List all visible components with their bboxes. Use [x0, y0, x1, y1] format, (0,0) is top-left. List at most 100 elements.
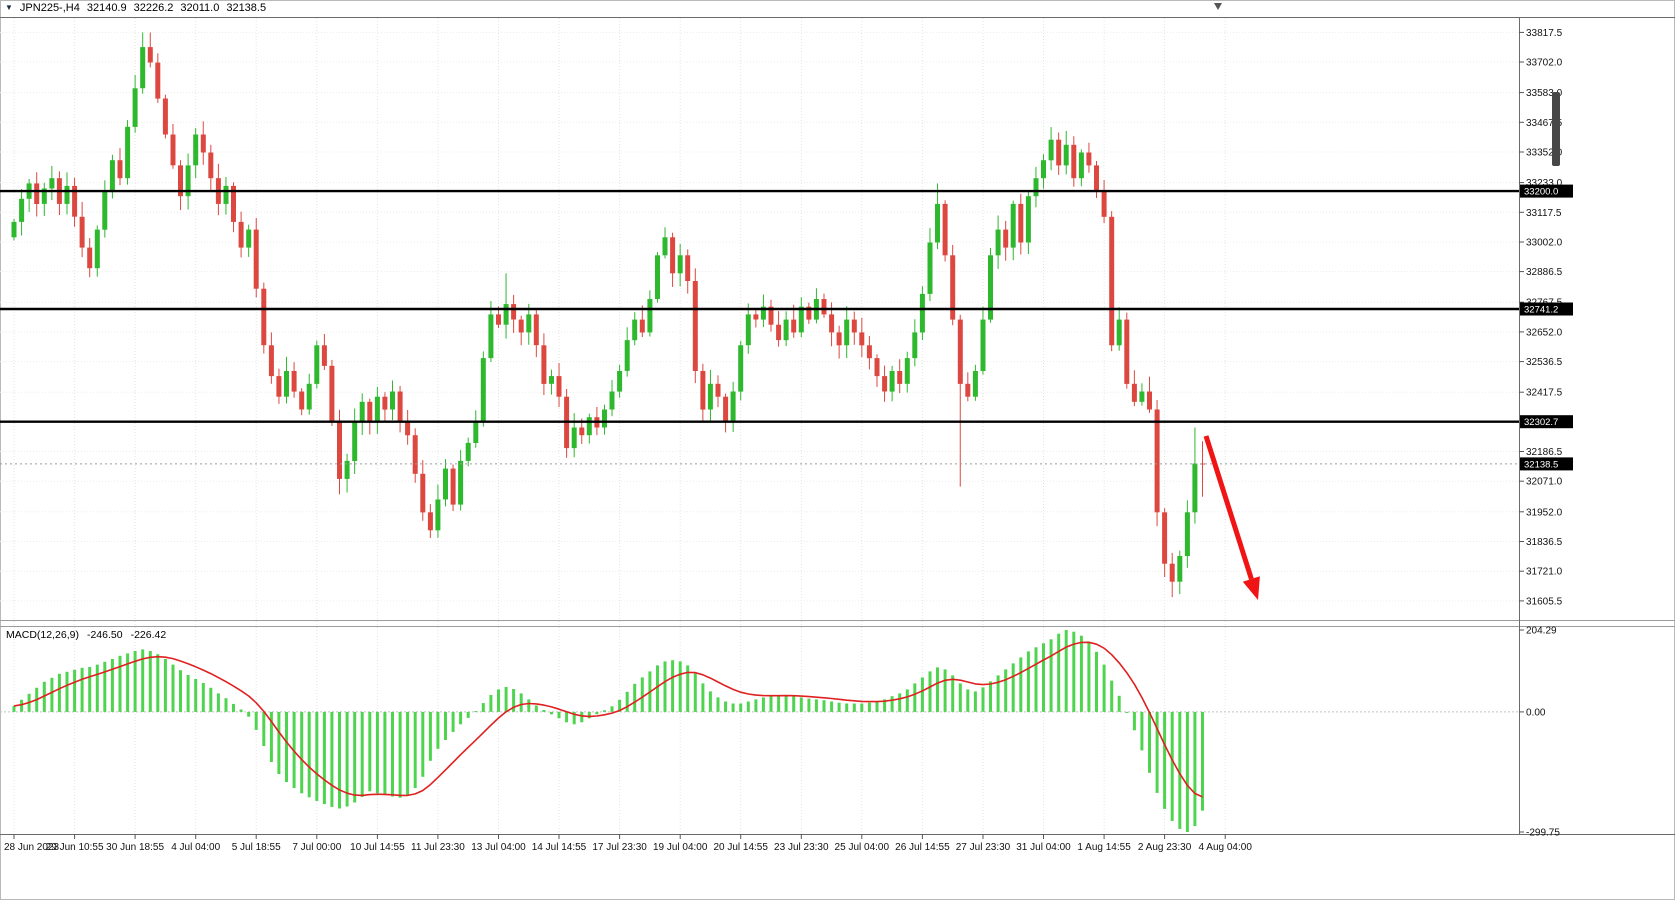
- price-tag: 32138.5: [1520, 457, 1573, 471]
- candle: [511, 294, 517, 333]
- candle: [125, 120, 131, 185]
- candle: [1094, 161, 1099, 198]
- candle: [904, 351, 910, 393]
- candle: [1101, 180, 1107, 224]
- candle: [162, 94, 168, 139]
- candle: [806, 302, 812, 324]
- svg-text:32138.5: 32138.5: [1524, 459, 1558, 470]
- candle: [1048, 127, 1054, 171]
- candle: [374, 386, 380, 434]
- price-axis-label: 33233.0: [1526, 178, 1563, 189]
- candle: [692, 268, 698, 384]
- bar-high: 32226.2: [133, 2, 174, 14]
- candle: [518, 315, 524, 346]
- candle: [609, 380, 615, 417]
- candle: [352, 408, 358, 474]
- candle: [178, 160, 183, 211]
- candle: [844, 306, 850, 359]
- trend-arrow[interactable]: [1203, 435, 1260, 600]
- time-axis-label: 25 Jul 04:00: [835, 842, 890, 853]
- candle: [1124, 312, 1130, 389]
- time-axis-label: 31 Jul 04:00: [1016, 842, 1071, 853]
- candle: [851, 311, 857, 345]
- macd-value: -246.50: [86, 629, 123, 641]
- candle: [223, 176, 229, 215]
- candle: [639, 305, 645, 337]
- macd-label: MACD(12,26,9): [6, 629, 79, 641]
- candle: [685, 249, 691, 294]
- candle: [382, 392, 388, 421]
- time-axis-label: 13 Jul 04:00: [471, 842, 526, 853]
- chart-legend: ▼ JPN225-,H4 32140.9 32226.2 32011.0 321…: [5, 2, 266, 14]
- candle: [564, 389, 570, 458]
- price-tag: 32741.2: [1520, 302, 1573, 316]
- candle: [26, 179, 32, 212]
- candle: [34, 172, 40, 217]
- price-axis-label: 33817.5: [1526, 28, 1563, 39]
- candle: [427, 504, 433, 538]
- time-axis-label: 5 Jul 18:55: [232, 842, 281, 853]
- time-axis-label: 4 Jul 04:00: [171, 842, 220, 853]
- candle: [730, 381, 736, 432]
- candle: [738, 340, 744, 401]
- candle: [571, 413, 577, 458]
- candle: [155, 53, 161, 103]
- svg-text:32302.7: 32302.7: [1524, 417, 1558, 428]
- vertical-scrollbar-thumb[interactable]: [1552, 92, 1560, 166]
- candle: [299, 388, 305, 416]
- candle: [965, 372, 971, 402]
- candle: [1018, 193, 1024, 255]
- candle: [897, 359, 903, 394]
- macd-signal-line: [13, 641, 1203, 798]
- symbol-dropdown-icon[interactable]: ▼: [5, 2, 13, 12]
- candle: [412, 428, 418, 483]
- candle: [1086, 142, 1092, 173]
- candle: [458, 450, 464, 511]
- price-axis-label: 32186.5: [1526, 447, 1563, 458]
- time-axis-label: 11 Jul 23:30: [411, 842, 465, 853]
- grid: [0, 18, 1519, 832]
- candle: [291, 362, 297, 398]
- candle: [859, 317, 865, 358]
- candle: [957, 314, 963, 487]
- candle: [49, 165, 55, 201]
- time-axis-label: 14 Jul 14:55: [532, 842, 587, 853]
- candle: [1169, 552, 1175, 598]
- candle: [344, 453, 350, 493]
- candle: [1010, 200, 1016, 261]
- candle: [874, 354, 880, 387]
- candle: [677, 244, 683, 287]
- bar-close: 32138.5: [226, 2, 267, 14]
- time-axis-label: 23 Jul 23:30: [774, 842, 829, 853]
- candle: [813, 288, 819, 324]
- candle: [541, 333, 547, 396]
- candle: [72, 177, 78, 227]
- candle: [988, 247, 993, 323]
- candle: [231, 182, 236, 233]
- candle: [64, 172, 70, 215]
- price-axis: 33817.5 33702.0 33583.0 33467.5 33352.0 33233…: [1519, 28, 1573, 839]
- price-tag: 32302.7: [1520, 415, 1573, 429]
- candle: [450, 464, 456, 511]
- price-axis-label: 33583.0: [1526, 88, 1563, 99]
- candle: [480, 351, 486, 427]
- time-axis-label: 10 Jul 14:55: [350, 842, 405, 853]
- candle: [329, 359, 335, 426]
- macd-axis-label: 0.00: [1526, 707, 1546, 718]
- candle: [836, 325, 842, 359]
- candle: [995, 215, 1001, 269]
- candle: [715, 375, 721, 408]
- price-axis-label: 31721.0: [1526, 567, 1563, 578]
- candle: [768, 299, 774, 332]
- candle: [261, 282, 267, 354]
- candle: [276, 368, 282, 404]
- price-axis-label: 32536.5: [1526, 357, 1563, 368]
- candle: [41, 182, 47, 216]
- time-axis-label: 7 Jul 00:00: [292, 842, 341, 853]
- candle: [117, 148, 123, 186]
- candle: [866, 336, 872, 370]
- candle: [707, 369, 713, 421]
- candle: [1192, 427, 1198, 524]
